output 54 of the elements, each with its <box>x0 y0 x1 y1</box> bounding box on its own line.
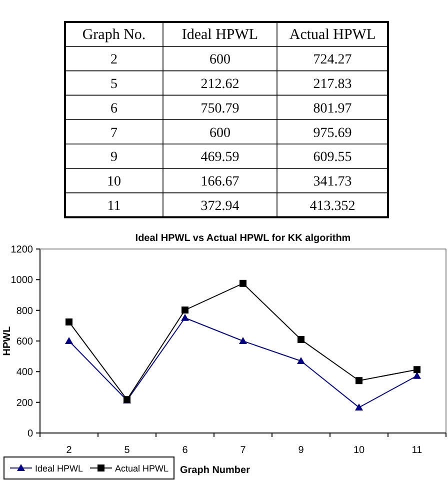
point <box>240 280 246 287</box>
legend-label: Actual HPWL <box>115 464 169 474</box>
y-tick-label: 400 <box>16 367 34 378</box>
category-label: 6 <box>110 101 118 116</box>
data-label: 166.67 <box>200 174 240 190</box>
category-label: 11 <box>107 199 121 214</box>
point <box>65 337 73 344</box>
text: Ideal HPWL <box>182 27 258 44</box>
point <box>298 336 304 344</box>
data-label: 217.83 <box>313 77 352 92</box>
data-label: 975.69 <box>313 126 352 141</box>
data-label: 724.27 <box>313 52 352 68</box>
y-tick-label: 600 <box>16 336 34 348</box>
data-label: 469.59 <box>200 150 240 166</box>
data-label: 750.79 <box>200 101 240 116</box>
y-tick-label: 800 <box>16 306 34 317</box>
y-tick-label: 0 <box>27 428 34 440</box>
x-tick-label: 10 <box>353 445 365 456</box>
point <box>414 366 420 374</box>
point <box>181 314 189 321</box>
x-axis-title: Graph Number <box>180 465 250 476</box>
data-label: 341.73 <box>313 174 352 190</box>
data-label: 372.94 <box>200 199 240 214</box>
text: Actual HPWL <box>289 27 376 44</box>
category-label: 5 <box>110 77 118 92</box>
category-label: 9 <box>110 150 118 166</box>
y-tick-label: 1000 <box>10 275 34 286</box>
point <box>356 377 362 384</box>
x-tick-label: 7 <box>240 445 246 456</box>
y-tick-label: 1200 <box>10 244 34 256</box>
point <box>182 306 188 314</box>
point <box>239 337 247 344</box>
y-tick-label: 200 <box>16 398 34 409</box>
x-tick-label: 9 <box>298 445 304 456</box>
point <box>66 318 72 326</box>
data-label: 212.62 <box>200 77 240 92</box>
data-label: 600 <box>210 52 230 68</box>
x-tick-label: 6 <box>182 445 188 456</box>
x-tick-label: 2 <box>66 445 72 456</box>
legend-label: Ideal HPWL <box>35 464 84 474</box>
category-label: 10 <box>107 174 121 190</box>
data-label: 413.352 <box>310 199 356 214</box>
data-label: 600 <box>210 126 230 141</box>
data-label: 609.55 <box>313 150 352 166</box>
category-label: 7 <box>110 126 118 141</box>
x-tick-label: 11 <box>412 445 423 456</box>
point <box>355 403 363 410</box>
category-label: 2 <box>110 52 118 68</box>
data-label: 801.97 <box>313 101 352 116</box>
y-axis-title: HPWL <box>2 326 13 356</box>
chart-title: Ideal HPWL vs Actual HPWL for KK algorithm <box>135 233 351 244</box>
x-tick-label: 5 <box>124 445 130 456</box>
text: Graph No. <box>82 27 146 44</box>
point <box>297 356 305 364</box>
